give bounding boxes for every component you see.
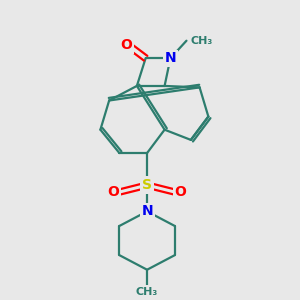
Text: O: O xyxy=(175,185,187,200)
Text: S: S xyxy=(142,178,152,192)
Text: N: N xyxy=(141,204,153,218)
Text: N: N xyxy=(165,51,176,65)
Text: O: O xyxy=(121,38,133,52)
Text: CH₃: CH₃ xyxy=(136,286,158,297)
Text: O: O xyxy=(108,185,119,200)
Text: CH₃: CH₃ xyxy=(191,36,213,46)
